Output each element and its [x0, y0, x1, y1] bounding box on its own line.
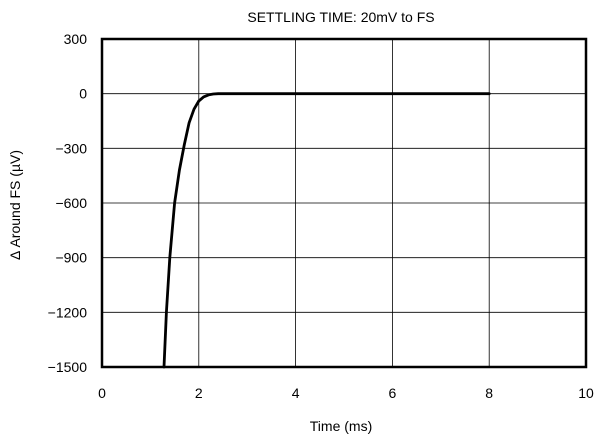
y-tick-label: −1200	[48, 304, 88, 320]
x-tick-label: 10	[578, 385, 594, 401]
y-tick-label: 0	[79, 86, 87, 102]
x-axis-label: Time (ms)	[310, 418, 372, 434]
tick-labels: 0 2 4 6 8 10 300 0 −300 −600 −900 −1200 −1500	[48, 31, 594, 401]
x-tick-label: 6	[389, 385, 397, 401]
y-axis-label: Δ Around FS (µV)	[7, 150, 23, 260]
series-line-settling	[162, 92, 491, 369]
plot-frame	[100, 37, 588, 369]
x-tick-label: 2	[195, 385, 203, 401]
y-tick-label: −900	[55, 250, 87, 266]
y-tick-label: −300	[55, 140, 87, 156]
x-tick-label: 8	[485, 385, 493, 401]
x-tick-label: 0	[98, 385, 106, 401]
y-tick-label: −600	[55, 195, 87, 211]
chart-title: SETTLING TIME: 20mV to FS	[247, 9, 434, 25]
y-tick-label: −1500	[48, 359, 88, 375]
y-tick-label: 300	[64, 31, 88, 47]
x-tick-label: 4	[292, 385, 300, 401]
